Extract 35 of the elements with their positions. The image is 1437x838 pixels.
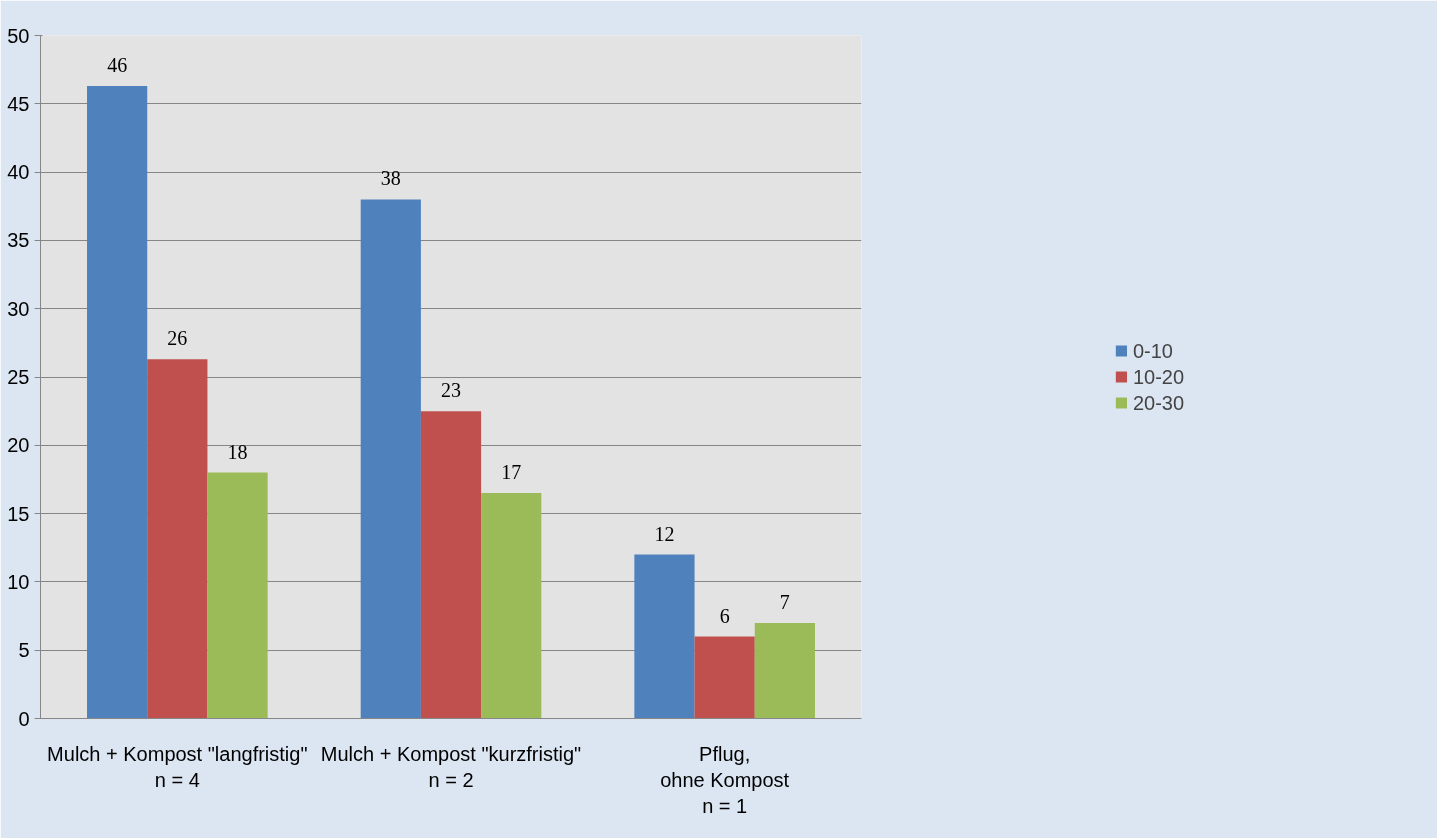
legend-label: 20-30 (1132, 391, 1185, 414)
bar (420, 411, 482, 719)
bar (87, 86, 148, 719)
y-tick-label: 5 (18, 639, 30, 662)
y-tick-label: 20 (7, 434, 30, 457)
data-label: 6 (719, 604, 730, 627)
y-tick-label: 0 (18, 707, 30, 730)
y-tick-label: 45 (7, 92, 30, 115)
data-label: 12 (654, 522, 675, 545)
bar (634, 554, 695, 719)
y-tick-label: 30 (7, 297, 30, 320)
x-tick-label: Pflug, ohne Kompost n = 1 (660, 742, 790, 818)
bar (694, 636, 755, 719)
legend-label: 0-10 (1132, 339, 1173, 362)
y-tick-label: 15 (7, 502, 30, 525)
bar (147, 359, 208, 719)
data-label: 38 (380, 167, 401, 190)
y-tick-label: 25 (7, 366, 30, 388)
y-tick-label: 40 (7, 161, 30, 184)
x-tick-label: Mulch + Kompost "langfristig" n = 4 (47, 742, 308, 791)
bar (754, 622, 815, 719)
data-label: 17 (501, 461, 522, 484)
y-tick-label: 10 (7, 570, 30, 593)
data-label: 7 (779, 590, 790, 613)
data-label: 46 (107, 54, 128, 77)
y-tick-label: 50 (7, 24, 30, 47)
bar (481, 493, 542, 719)
bar (207, 472, 268, 719)
data-label: 26 (167, 327, 188, 350)
data-label: 18 (227, 440, 248, 463)
legend-label: 10-20 (1132, 365, 1185, 388)
y-tick-label: 35 (7, 229, 30, 252)
x-tick-label: Mulch + Kompost "kurzfristig" n = 2 (320, 742, 582, 791)
data-label: 23 (441, 379, 461, 402)
bar (360, 199, 421, 719)
